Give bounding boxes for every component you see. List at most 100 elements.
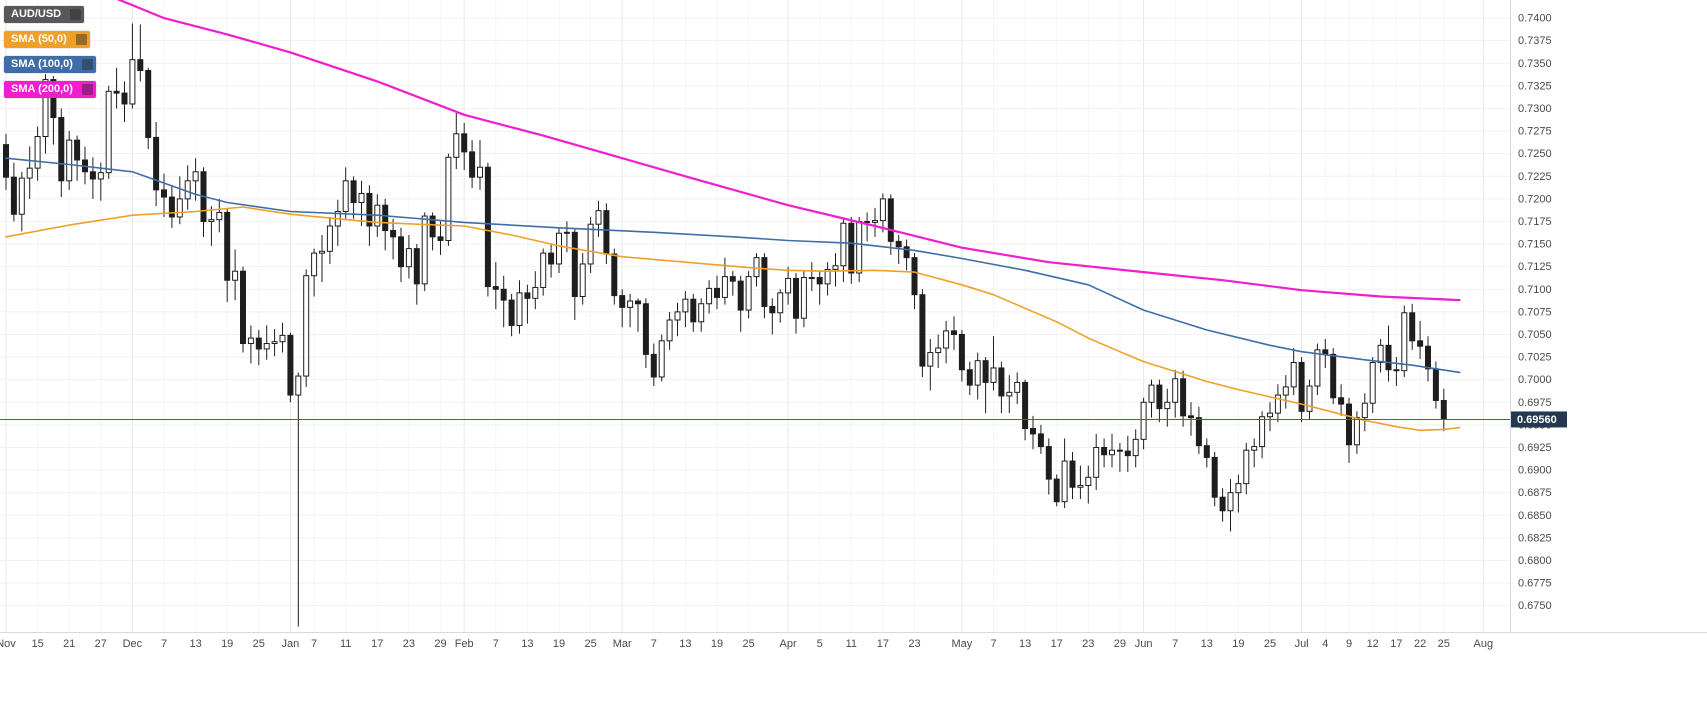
- candle-body: [453, 133, 460, 158]
- candle-body: [398, 236, 404, 268]
- time-tick-label: Feb: [455, 638, 474, 650]
- price-tick-label: 0.7125: [1518, 261, 1552, 273]
- price-tick-label: 0.7050: [1518, 329, 1552, 341]
- candle-body: [469, 151, 476, 178]
- candle-body: [698, 303, 705, 323]
- candle-body: [879, 198, 886, 222]
- candle-body: [1330, 353, 1337, 399]
- candle-body: [887, 198, 894, 242]
- time-tick-label: 17: [1051, 638, 1063, 650]
- indicator-label: SMA (100,0): [11, 58, 73, 70]
- candle-body: [1085, 476, 1092, 486]
- candle-body: [974, 360, 981, 386]
- candle-body: [153, 136, 160, 191]
- price-tick-label: 0.7350: [1518, 58, 1552, 70]
- candle-body: [729, 276, 736, 282]
- candle-body: [856, 220, 863, 274]
- candle-body: [872, 220, 878, 223]
- candle-body: [240, 270, 246, 345]
- price-tick-label: 0.7075: [1518, 306, 1552, 318]
- candle-body: [319, 250, 325, 254]
- candle-body: [1243, 449, 1250, 485]
- candle-body: [1314, 349, 1321, 387]
- candle-body: [66, 139, 73, 182]
- time-tick-label: Jan: [282, 638, 300, 650]
- sma-100-line: [5, 157, 1461, 374]
- candle-body: [966, 369, 973, 386]
- candle-body: [800, 277, 807, 319]
- time-tick-label: 17: [371, 638, 383, 650]
- candle-body: [721, 276, 728, 298]
- candle-body: [421, 215, 428, 285]
- time-tick-label: 7: [161, 638, 167, 650]
- candle-body: [1227, 492, 1234, 512]
- price-tick-label: 0.7375: [1518, 35, 1552, 47]
- candle-body: [1211, 456, 1218, 498]
- candle-body: [1014, 381, 1021, 393]
- candle-body: [627, 300, 634, 308]
- time-tick-label: May: [952, 638, 973, 650]
- candle-body: [1140, 401, 1147, 440]
- candle-body: [919, 294, 926, 367]
- candle-body: [58, 117, 65, 182]
- candle-body: [1346, 403, 1352, 446]
- candle-body: [951, 330, 957, 335]
- time-tick-label: 11: [340, 638, 351, 650]
- candle-body: [97, 172, 104, 180]
- badge-handle-icon: [75, 34, 87, 45]
- time-tick-label: Jun: [1135, 638, 1153, 650]
- candle-body: [516, 292, 523, 326]
- candle-body: [706, 287, 713, 305]
- candle-body: [1006, 391, 1013, 397]
- candle-body: [26, 167, 33, 179]
- time-tick-label: 25: [584, 638, 596, 650]
- candle-body: [903, 246, 910, 259]
- chart-legend: AUD/USD SMA (50,0) SMA (100,0) SMA (200,…: [4, 6, 96, 98]
- candle-body: [1069, 460, 1076, 488]
- candle-body: [1290, 362, 1297, 388]
- candle-body: [1077, 484, 1084, 488]
- time-tick-label: 13: [679, 638, 691, 650]
- candle-body: [1361, 402, 1368, 419]
- time-tick-label: 7: [651, 638, 657, 650]
- candle-body: [1274, 394, 1281, 414]
- time-tick-label: 19: [221, 638, 233, 650]
- time-tick-label: 29: [434, 638, 446, 650]
- candle-body: [611, 253, 618, 297]
- time-tick-label: 27: [95, 638, 107, 650]
- indicator-badge-sma50[interactable]: SMA (50,0): [4, 31, 90, 48]
- price-axis[interactable]: 0.7400 0.7375 0.7350 0.7325 0.7300 0.7275 0.72…: [1518, 13, 1552, 613]
- candle-body: [958, 333, 965, 371]
- candle-body: [492, 286, 499, 290]
- time-tick-label: 11: [846, 638, 857, 650]
- candle-body: [1156, 384, 1163, 410]
- candle-body: [927, 352, 934, 367]
- candle-body: [366, 192, 373, 227]
- candle-body: [255, 337, 262, 350]
- time-tick-label: 19: [553, 638, 565, 650]
- candle-body: [603, 210, 610, 255]
- time-tick-label: Mar: [613, 638, 632, 650]
- candle-body: [1109, 449, 1115, 456]
- candle-body: [247, 337, 254, 345]
- candle-body: [1251, 446, 1258, 451]
- indicator-badge-sma100[interactable]: SMA (100,0): [4, 56, 96, 73]
- symbol-label: AUD/USD: [11, 8, 62, 20]
- candle-body: [1401, 312, 1408, 372]
- candle-body: [714, 287, 720, 298]
- candle-body: [808, 277, 815, 280]
- candle-body: [1188, 415, 1194, 419]
- candle-body: [208, 219, 215, 222]
- candle-body: [1267, 412, 1273, 418]
- candle-body: [311, 252, 318, 277]
- badge-handle-icon: [70, 9, 82, 20]
- time-axis[interactable]: Nov 15 21 27 Dec 7 13 19 25 Jan 7 11 17 23 29 Feb 7 13 19 2…: [0, 638, 1493, 650]
- candle-body: [484, 166, 491, 288]
- symbol-badge[interactable]: AUD/USD: [4, 6, 85, 23]
- candle-body: [587, 223, 594, 265]
- indicator-badge-sma200[interactable]: SMA (200,0): [4, 81, 96, 98]
- candle-body: [1385, 344, 1392, 371]
- candle-body: [635, 300, 641, 305]
